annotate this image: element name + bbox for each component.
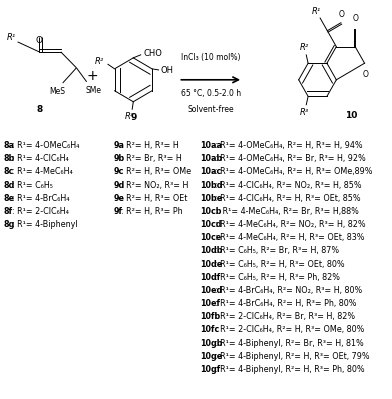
Text: : R¹= C₆H₅, R²= H, R³= OEt, 80%: : R¹= C₆H₅, R²= H, R³= OEt, 80% [215, 260, 345, 269]
Text: InCl₃ (10 mol%): InCl₃ (10 mol%) [181, 53, 240, 62]
Text: CHO: CHO [143, 49, 162, 57]
Text: 10ef: 10ef [200, 299, 220, 308]
Text: : R¹= 4-Biphenyl, R²= H, R³= OEt, 79%: : R¹= 4-Biphenyl, R²= H, R³= OEt, 79% [215, 352, 370, 361]
Text: R²: R² [299, 43, 309, 52]
Text: 10fb: 10fb [200, 312, 220, 321]
Text: 65 °C, 0.5-2.0 h: 65 °C, 0.5-2.0 h [181, 89, 241, 98]
Text: 9e: 9e [114, 194, 125, 203]
Text: 9a: 9a [114, 141, 125, 150]
Text: 10df: 10df [200, 273, 220, 282]
Text: O: O [339, 10, 345, 19]
Text: 8c: 8c [4, 168, 14, 176]
Text: R¹: R¹ [312, 7, 321, 16]
Text: Solvent-free: Solvent-free [187, 105, 234, 114]
Text: R¹: R¹ [6, 33, 16, 41]
Text: 10ed: 10ed [200, 286, 222, 295]
Text: O: O [36, 36, 43, 45]
Text: : R²= H, R³= OEt: : R²= H, R³= OEt [121, 194, 188, 203]
Text: : R¹= 4-ClC₆H₄, R²= H, R³= OEt, 85%: : R¹= 4-ClC₆H₄, R²= H, R³= OEt, 85% [215, 194, 361, 203]
Text: 8: 8 [36, 105, 42, 114]
Text: : R¹= 4-Biphenyl, R²= H, R³= Ph, 80%: : R¹= 4-Biphenyl, R²= H, R³= Ph, 80% [215, 365, 365, 374]
Text: MeS: MeS [49, 87, 65, 96]
Text: 8a: 8a [4, 141, 15, 150]
Text: : R¹= 4-BrC₆H₄: : R¹= 4-BrC₆H₄ [11, 194, 69, 203]
Text: 8d: 8d [4, 181, 15, 190]
Text: : R¹= 2-ClC₆H₄, R²= Br, R³= H, 82%: : R¹= 2-ClC₆H₄, R²= Br, R³= H, 82% [215, 312, 355, 321]
Text: 10ac: 10ac [200, 168, 221, 176]
Text: : R²= Br, R³= H: : R²= Br, R³= H [121, 154, 182, 163]
Text: 10aa: 10aa [200, 141, 222, 150]
Text: 10ce: 10ce [200, 233, 221, 242]
Text: : R¹= 4-BrC₆H₄, R²= NO₂, R³= H, 80%: : R¹= 4-BrC₆H₄, R²= NO₂, R³= H, 80% [215, 286, 362, 295]
Text: : R¹= 4-OMeC₆H₄, R²= H, R³= OMe,89%: : R¹= 4-OMeC₆H₄, R²= H, R³= OMe,89% [215, 168, 373, 176]
Text: : R²= H, R³= H: : R²= H, R³= H [121, 141, 179, 150]
Text: 10be: 10be [200, 194, 222, 203]
Text: : R¹= 4-MeC₆H₄, R²= H, R³= OEt, 83%: : R¹= 4-MeC₆H₄, R²= H, R³= OEt, 83% [215, 233, 365, 242]
Text: O: O [352, 14, 358, 23]
Text: 10db: 10db [200, 247, 222, 255]
Text: R³: R³ [125, 112, 134, 121]
Text: : R¹= 4-MeC₆H₄, R²= NO₂, R³= H, 82%: : R¹= 4-MeC₆H₄, R²= NO₂, R³= H, 82% [215, 220, 366, 229]
Text: 9: 9 [130, 113, 136, 122]
Text: 10ab: 10ab [200, 154, 222, 163]
Text: R³: R³ [299, 108, 309, 117]
Text: : R¹= C₆H₅, R²= Br, R³= H, 87%: : R¹= C₆H₅, R²= Br, R³= H, 87% [215, 247, 339, 255]
Text: OH: OH [161, 66, 174, 75]
Text: : R¹= 4-ClC₆H₄: : R¹= 4-ClC₆H₄ [11, 154, 68, 163]
Text: : R¹= 4-OMeC₆H₄: : R¹= 4-OMeC₆H₄ [11, 141, 79, 150]
Text: 9f: 9f [114, 207, 123, 216]
Text: : R¹= 4-BrC₆H₄, R²= H, R³= Ph, 80%: : R¹= 4-BrC₆H₄, R²= H, R³= Ph, 80% [215, 299, 357, 308]
Text: 10ge: 10ge [200, 352, 222, 361]
Text: : R¹= 4-Biphenyl, R²= Br, R³= H, 81%: : R¹= 4-Biphenyl, R²= Br, R³= H, 81% [215, 339, 364, 348]
Text: 8g: 8g [4, 220, 15, 229]
Text: 9d: 9d [114, 181, 125, 190]
Text: : R¹= C₆H₅, R²= H, R³= Ph, 82%: : R¹= C₆H₅, R²= H, R³= Ph, 82% [215, 273, 340, 282]
Text: 10cd: 10cd [200, 220, 221, 229]
Text: : R²= NO₂, R³= H: : R²= NO₂, R³= H [121, 181, 189, 190]
Text: 8b: 8b [4, 154, 15, 163]
Text: 10cb: 10cb [200, 207, 221, 216]
Text: +: + [86, 69, 98, 83]
Text: 10fc: 10fc [200, 326, 219, 334]
Text: 8f: 8f [4, 207, 13, 216]
Text: : R¹= 4-OMeC₆H₄, R²= H, R³= H, 94%: : R¹= 4-OMeC₆H₄, R²= H, R³= H, 94% [215, 141, 363, 150]
Text: 9c: 9c [114, 168, 124, 176]
Text: : R¹= 4-MeC₆H₄: : R¹= 4-MeC₆H₄ [11, 168, 72, 176]
Text: 10de: 10de [200, 260, 222, 269]
Text: 10bd: 10bd [200, 181, 222, 190]
Text: 10gf: 10gf [200, 365, 220, 374]
Text: R²: R² [94, 57, 103, 66]
Text: :  R¹= 4-MeC₆H₄, R²= Br, R³= H,88%: : R¹= 4-MeC₆H₄, R²= Br, R³= H,88% [215, 207, 359, 216]
Text: : R¹= C₆H₅: : R¹= C₆H₅ [11, 181, 53, 190]
Text: 10gb: 10gb [200, 339, 222, 348]
Text: 8e: 8e [4, 194, 15, 203]
Text: : R¹= 4-OMeC₆H₄, R²= Br, R³= H, 92%: : R¹= 4-OMeC₆H₄, R²= Br, R³= H, 92% [215, 154, 366, 163]
Text: : R¹= 2-ClC₆H₄, R²= H, R³= OMe, 80%: : R¹= 2-ClC₆H₄, R²= H, R³= OMe, 80% [215, 326, 365, 334]
Text: : R¹= 4-Biphenyl: : R¹= 4-Biphenyl [11, 220, 77, 229]
Text: O: O [363, 70, 368, 79]
Text: : R¹= 2-ClC₆H₄: : R¹= 2-ClC₆H₄ [11, 207, 68, 216]
Text: : R²= H, R³= Ph: : R²= H, R³= Ph [121, 207, 183, 216]
Text: SMe: SMe [85, 86, 101, 95]
Text: 10: 10 [345, 111, 357, 120]
Text: 9b: 9b [114, 154, 125, 163]
Text: : R¹= 4-ClC₆H₄, R²= NO₂, R³= H, 85%: : R¹= 4-ClC₆H₄, R²= NO₂, R³= H, 85% [215, 181, 362, 190]
Text: : R²= H, R³= OMe: : R²= H, R³= OMe [121, 168, 191, 176]
